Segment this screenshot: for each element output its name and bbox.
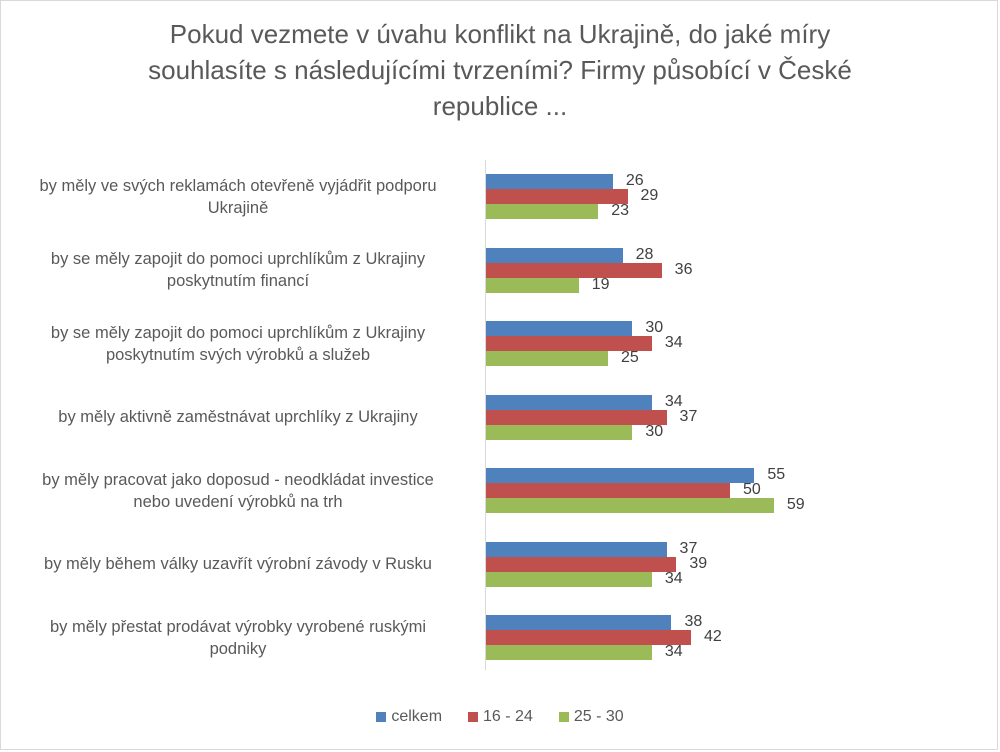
bar	[486, 247, 623, 263]
data-label: 34	[664, 643, 683, 660]
category-label: by měly pracovat jako doposud - neodklád…	[10, 469, 466, 513]
category-label: by se měly zapojit do pomoci uprchlíkům …	[10, 248, 466, 292]
bar	[486, 174, 613, 189]
bar	[486, 321, 633, 336]
category-label: by měly ve svých reklamách otevřeně vyjá…	[10, 175, 466, 219]
bar	[486, 336, 652, 351]
data-label: 37	[679, 539, 698, 557]
bar	[486, 277, 579, 293]
category-label: by měly aktivně zaměstnávat uprchlíky z …	[10, 406, 466, 428]
data-label: 34	[664, 334, 683, 351]
data-label: 50	[743, 481, 761, 498]
category-label: by měly přestat prodávat výrobky vyroben…	[10, 616, 466, 660]
bar	[486, 483, 730, 498]
data-label: 30	[645, 319, 664, 336]
legend-swatch	[468, 712, 479, 722]
data-label: 34	[664, 569, 683, 587]
bar	[486, 645, 652, 660]
data-label: 19	[591, 275, 610, 293]
data-label: 25	[621, 349, 639, 366]
bar	[486, 571, 652, 587]
legend-swatch	[558, 712, 569, 722]
bar	[486, 556, 677, 572]
bar	[486, 498, 774, 513]
data-label: 28	[635, 245, 654, 263]
bar	[486, 468, 755, 483]
bar	[486, 189, 628, 204]
category-label-line: by se měly zapojit do pomoci uprchlíkům …	[50, 323, 426, 342]
legend-item-16-24: 16 - 24	[468, 708, 533, 726]
legend-item-25-30: 25 - 30	[558, 708, 624, 726]
bar	[486, 204, 599, 219]
data-label: 23	[611, 202, 630, 219]
data-label: 42	[703, 628, 722, 645]
chart-title-line: souhlasíte s následujícími tvrzeními? Fi…	[148, 55, 852, 85]
category-label-line: poskytnutím svých výrobků a služeb	[105, 345, 371, 364]
data-label: 39	[689, 554, 708, 572]
legend-label: celkem	[391, 708, 443, 725]
data-label: 26	[625, 172, 644, 189]
category-label-line: by se měly zapojit do pomoci uprchlíkům …	[50, 250, 426, 268]
category-label-line: poskytnutím financí	[166, 272, 310, 290]
data-label: 59	[786, 496, 805, 513]
legend-swatch	[376, 712, 387, 722]
legend: celkem 16 - 24 25 - 30	[0, 708, 1000, 726]
bar	[486, 351, 608, 366]
legend-label: 25 - 30	[573, 708, 624, 725]
bar	[486, 424, 633, 440]
category-label-line: Ukrajině	[207, 198, 269, 217]
data-label: 37	[679, 407, 698, 425]
legend-label: 16 - 24	[483, 708, 533, 725]
bar	[486, 409, 667, 425]
category-label: by měly během války uzavřít výrobní závo…	[10, 553, 466, 575]
data-label: 38	[684, 613, 703, 630]
chart-title-line: Pokud vezmete v úvahu konflikt na Ukraji…	[169, 19, 831, 49]
legend-item-celkem: celkem	[376, 708, 442, 726]
data-label: 30	[645, 422, 664, 440]
bar	[486, 541, 667, 557]
chart-title-line: republice ...	[432, 91, 568, 121]
chart-title: Pokud vezmete v úvahu konflikt na Ukraji…	[100, 16, 900, 124]
bar	[486, 394, 652, 410]
category-label: by se měly zapojit do pomoci uprchlíkům …	[10, 322, 466, 366]
category-axis-line	[485, 160, 486, 670]
category-label-line: nebo uvedení výrobků na trh	[133, 492, 343, 511]
category-label-line: by měly aktivně zaměstnávat uprchlíky z …	[58, 408, 418, 426]
category-label-line: by měly pracovat jako doposud - neodklád…	[42, 470, 434, 489]
bar	[486, 615, 672, 630]
bar	[486, 630, 691, 645]
category-label-line: by měly ve svých reklamách otevřeně vyjá…	[39, 176, 437, 195]
category-label-line: podniky	[209, 639, 267, 658]
data-label: 29	[640, 187, 659, 204]
data-label: 36	[674, 260, 693, 278]
category-label-line: by měly přestat prodávat výrobky vyroben…	[50, 617, 426, 636]
data-label: 55	[767, 466, 786, 483]
category-label-line: by měly během války uzavřít výrobní závo…	[44, 555, 432, 573]
bar	[486, 262, 662, 278]
data-label: 34	[664, 392, 683, 410]
